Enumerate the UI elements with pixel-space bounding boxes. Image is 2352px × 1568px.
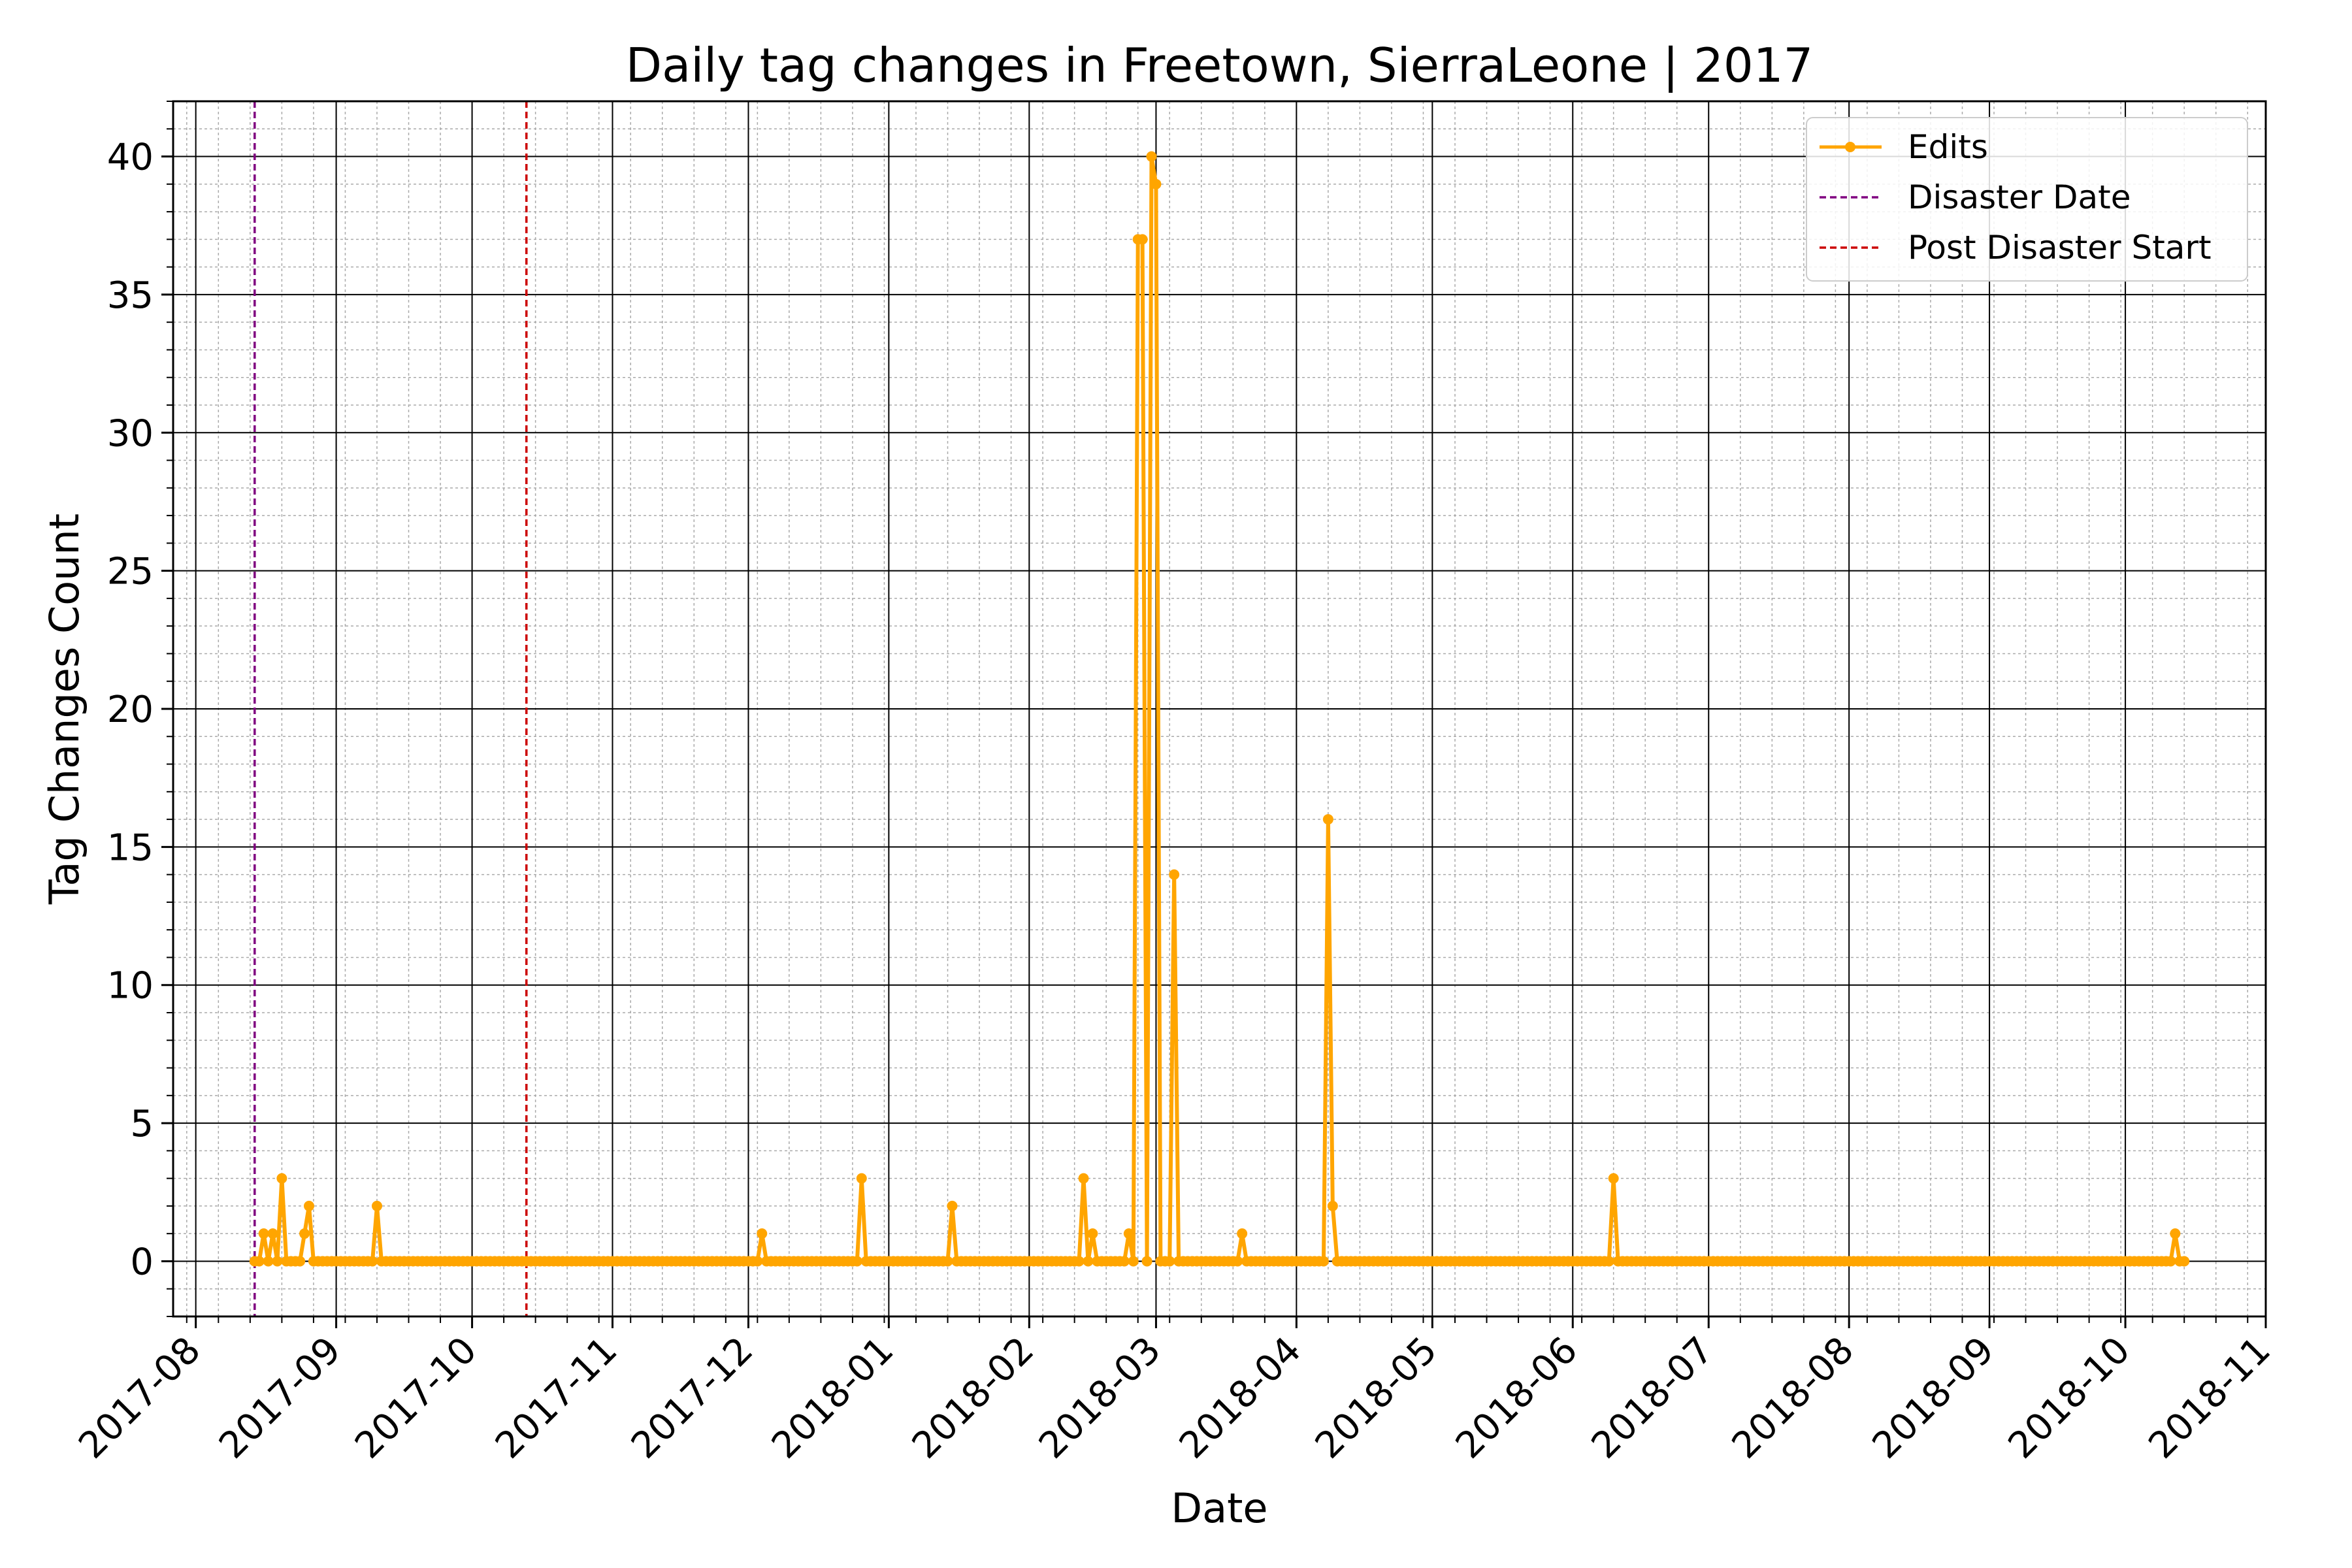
data-point <box>253 1256 265 1267</box>
data-point <box>1119 1256 1130 1267</box>
y-tick-label: 10 <box>107 965 154 1007</box>
data-point <box>856 1173 867 1184</box>
x-tick-label: 2018-06 <box>1448 1329 1586 1467</box>
data-point <box>942 1256 953 1267</box>
data-point <box>1237 1228 1248 1239</box>
data-point <box>1151 178 1162 189</box>
data-point <box>1128 1256 1139 1267</box>
data-point <box>1137 234 1148 245</box>
data-point <box>947 1200 958 1211</box>
x-tick-label: 2018-05 <box>1307 1329 1445 1467</box>
series-layer <box>249 151 2190 1267</box>
x-tick-label: 2017-08 <box>71 1329 208 1467</box>
y-tick-label: 0 <box>130 1241 154 1283</box>
y-tick-label: 5 <box>130 1103 154 1145</box>
data-point <box>2165 1256 2176 1267</box>
data-point <box>295 1256 306 1267</box>
legend-label: Edits <box>1908 128 1988 166</box>
y-tick-labels: 0 5 10 15 20 25 30 35 40 <box>107 137 154 1284</box>
data-point <box>1322 814 1333 825</box>
data-point <box>367 1256 378 1267</box>
data-point <box>1073 1256 1085 1267</box>
data-point <box>1232 1256 1243 1267</box>
data-point <box>1141 1256 1152 1267</box>
x-tick-label: 2017-11 <box>487 1329 625 1467</box>
data-point <box>757 1228 768 1239</box>
y-tick-label: 40 <box>107 137 154 179</box>
data-point <box>1123 1228 1134 1239</box>
legend-label: Post Disaster Start <box>1908 229 2212 267</box>
x-tick-label: 2018-01 <box>764 1329 902 1467</box>
data-point <box>1327 1200 1338 1211</box>
major-grid <box>173 101 2266 1316</box>
x-tick-label: 2018-08 <box>1724 1329 1862 1467</box>
y-tick-label: 30 <box>107 412 154 455</box>
data-point <box>303 1200 314 1211</box>
x-tick-label: 2018-07 <box>1584 1329 1722 1467</box>
axis-ticks <box>161 101 2267 1328</box>
data-point <box>258 1228 269 1239</box>
data-point <box>272 1256 283 1267</box>
x-tick-label: 2018-04 <box>1171 1329 1309 1467</box>
x-tick-label: 2017-09 <box>211 1329 349 1467</box>
x-tick-label: 2017-10 <box>347 1329 485 1467</box>
data-point <box>1169 869 1180 880</box>
data-point <box>263 1256 274 1267</box>
data-point <box>371 1200 382 1211</box>
data-point <box>2170 1228 2181 1239</box>
data-point <box>851 1256 862 1267</box>
legend-box <box>1806 117 2248 282</box>
data-point <box>1083 1256 1094 1267</box>
data-point <box>1078 1173 1089 1184</box>
data-point <box>299 1228 310 1239</box>
y-tick-label: 35 <box>107 274 154 317</box>
x-tick-label: 2018-11 <box>2140 1329 2278 1467</box>
y-axis-label: Tag Changes Count <box>41 514 88 905</box>
data-point <box>267 1228 278 1239</box>
y-tick-label: 15 <box>107 826 154 869</box>
data-point <box>1608 1173 1619 1184</box>
data-point <box>1146 151 1157 162</box>
data-point <box>2179 1256 2190 1267</box>
data-point <box>1318 1256 1329 1267</box>
event-lines <box>253 101 528 1316</box>
x-tick-label: 2018-02 <box>904 1329 1042 1467</box>
x-axis-label: Date <box>1171 1484 1267 1532</box>
data-point <box>276 1173 287 1184</box>
x-tick-label: 2018-10 <box>2001 1329 2138 1467</box>
y-tick-label: 20 <box>107 689 154 731</box>
legend-marker <box>1845 142 1855 152</box>
legend: Edits Disaster Date Post Disaster Start <box>1806 117 2248 282</box>
chart-title: Daily tag changes in Freetown, SierraLeo… <box>626 38 1814 93</box>
legend-label: Disaster Date <box>1908 178 2131 216</box>
y-tick-label: 25 <box>107 551 154 593</box>
data-point <box>752 1256 763 1267</box>
data-point <box>1164 1256 1175 1267</box>
x-tick-label: 2018-09 <box>1865 1329 2002 1467</box>
data-point <box>1087 1228 1098 1239</box>
data-point <box>1603 1256 1614 1267</box>
x-tick-label: 2017-12 <box>623 1329 761 1467</box>
x-tick-label: 2018-03 <box>1031 1329 1169 1467</box>
